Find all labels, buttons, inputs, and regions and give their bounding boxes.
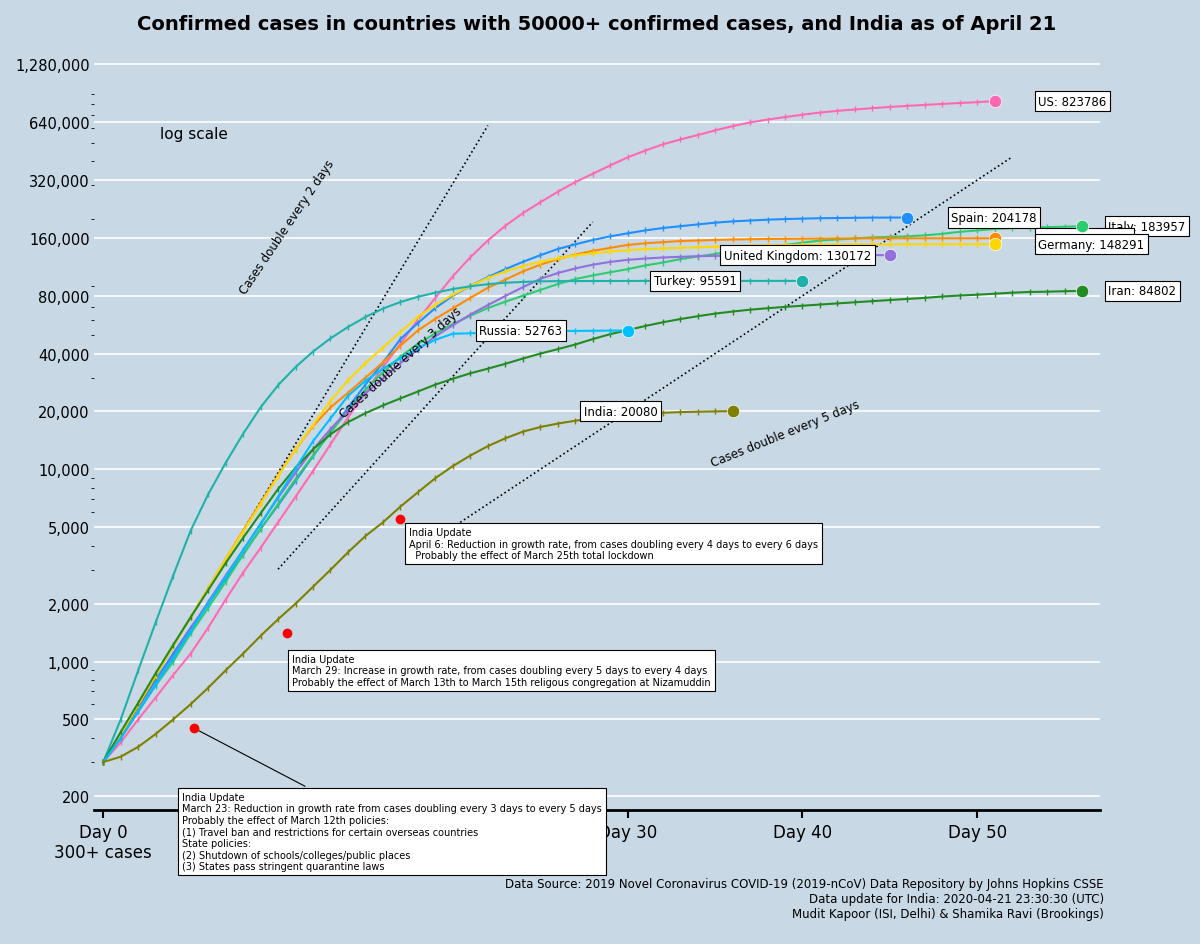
Text: India Update
April 6: Reduction in growth rate, from cases doubling every 4 days: India Update April 6: Reduction in growt… [409, 528, 818, 561]
Text: Iran: 84802: Iran: 84802 [1109, 285, 1176, 298]
Text: Data Source: 2019 Novel Coronavirus COVID-19 (2019-nCoV) Data Repository by John: Data Source: 2019 Novel Coronavirus COVI… [505, 877, 1104, 920]
Text: log scale: log scale [160, 126, 228, 142]
Text: India: 20080: India: 20080 [584, 405, 658, 418]
Text: France: 159297: France: 159297 [1038, 232, 1130, 245]
Text: Cases double every 2 days: Cases double every 2 days [236, 158, 337, 296]
Text: United Kingdom: 130172: United Kingdom: 130172 [724, 249, 871, 262]
Text: Spain: 204178: Spain: 204178 [952, 211, 1037, 225]
Text: India Update
March 29: Increase in growth rate, from cases doubling every 5 days: India Update March 29: Increase in growt… [292, 654, 710, 687]
Text: India Update
March 23: Reduction in growth rate from cases doubling every 3 days: India Update March 23: Reduction in grow… [182, 730, 601, 871]
Text: Italy: 183957: Italy: 183957 [1109, 221, 1186, 233]
Title: Confirmed cases in countries with 50000+ confirmed cases, and India as of April : Confirmed cases in countries with 50000+… [138, 15, 1057, 34]
Text: Turkey: 95591: Turkey: 95591 [654, 275, 737, 288]
Text: Cases double every 5 days: Cases double every 5 days [709, 398, 862, 470]
Text: Russia: 52763: Russia: 52763 [479, 325, 562, 338]
Text: Cases double every 3 days: Cases double every 3 days [337, 305, 464, 421]
Text: Germany: 148291: Germany: 148291 [1038, 239, 1145, 251]
Text: US: 823786: US: 823786 [1038, 95, 1106, 109]
